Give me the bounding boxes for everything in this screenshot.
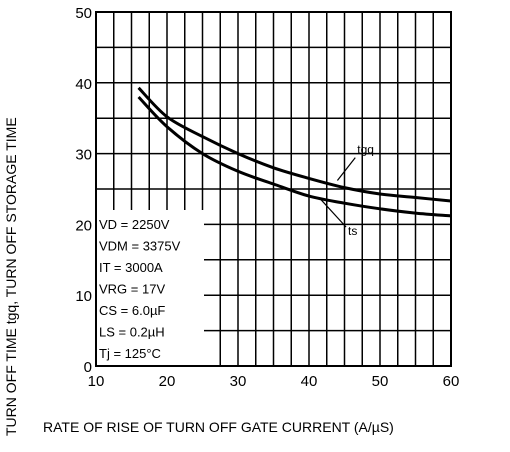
y-tick-label: 20 xyxy=(75,217,92,234)
x-tick-label: 10 xyxy=(88,373,105,390)
y-tick-label: 10 xyxy=(75,288,92,305)
series-layer: tgq ts xyxy=(137,86,452,238)
series-line-ts xyxy=(137,95,452,218)
condition-label: IT = 3000A xyxy=(99,260,163,275)
series-line-tgq xyxy=(137,86,452,203)
annotation-label-ts: ts xyxy=(348,224,357,238)
condition-label: VRG = 17V xyxy=(99,282,165,297)
annotation-label-tgq: tgq xyxy=(357,143,374,157)
y-tick-label: 50 xyxy=(75,5,92,22)
y-tick-label: 0 xyxy=(84,359,92,376)
x-tick-label: 60 xyxy=(443,373,460,390)
x-tick-label: 30 xyxy=(230,373,247,390)
y-tick-label: 40 xyxy=(75,76,92,93)
y-tick-label: 30 xyxy=(75,147,92,164)
condition-label: LS = 0.2µH xyxy=(99,325,165,340)
annotation-leader xyxy=(336,157,356,181)
conditions: VD = 2250V VDM = 3375V IT = 3000A VRG = 17V… xyxy=(99,217,181,361)
condition-label: VDM = 3375V xyxy=(99,239,181,254)
annotation-leader xyxy=(319,197,347,228)
conditions-box xyxy=(96,210,204,366)
y-axis-title: TURN OFF TIME tgq, TURN OFF STORAGE TIME xyxy=(3,117,19,436)
x-tick-label: 40 xyxy=(301,373,318,390)
condition-label: VD = 2250V xyxy=(99,217,170,232)
x-tick-label: 20 xyxy=(159,373,176,390)
x-tick-label: 50 xyxy=(372,373,389,390)
x-axis-title: RATE OF RISE OF TURN OFF GATE CURRENT (A… xyxy=(43,419,394,435)
condition-label: CS = 6.0µF xyxy=(99,303,165,318)
plot-frame xyxy=(95,11,452,367)
condition-label: Tj = 125°C xyxy=(99,346,161,361)
